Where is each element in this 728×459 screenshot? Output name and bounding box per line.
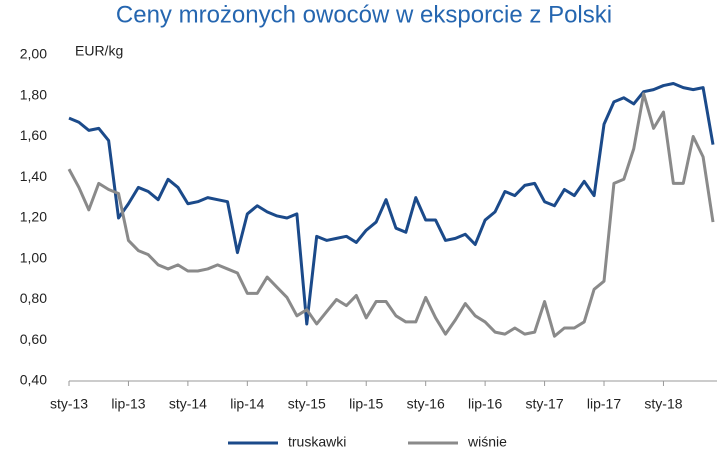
- y-tick-label: 1,60: [20, 127, 47, 143]
- y-tick-label: 0,60: [20, 331, 47, 347]
- x-tick-label: lip-17: [587, 396, 621, 412]
- x-tick-label: lip-13: [111, 396, 145, 412]
- y-tick-label: 1,00: [20, 249, 47, 265]
- y-tick-label: 1,40: [20, 168, 47, 184]
- x-tick-label: sty-16: [407, 396, 445, 412]
- x-tick-label: sty-13: [50, 396, 88, 412]
- x-tick-label: lip-16: [468, 396, 502, 412]
- series-line: [68, 82, 715, 326]
- series-line: [67, 92, 715, 338]
- y-tick-label: 0,40: [20, 372, 47, 388]
- x-tick-label: sty-14: [169, 396, 207, 412]
- y-tick-label: 1,80: [20, 86, 47, 102]
- chart-title: Ceny mrożonych owoców w eksporcie z Pols…: [116, 1, 612, 28]
- legend-label: wiśnie: [467, 434, 507, 450]
- x-tick-label: lip-14: [230, 396, 264, 412]
- x-tick-label: sty-15: [288, 396, 326, 412]
- legend-label: truskawki: [288, 434, 346, 450]
- x-tick-label: sty-18: [644, 396, 682, 412]
- y-tick-label: 2,00: [20, 46, 47, 62]
- x-tick-label: sty-17: [526, 396, 564, 412]
- y-tick-label: 1,20: [20, 209, 47, 225]
- x-tick-label: lip-15: [349, 396, 383, 412]
- y-tick-label: 0,80: [20, 290, 47, 306]
- y-unit-label: EUR/kg: [75, 43, 123, 59]
